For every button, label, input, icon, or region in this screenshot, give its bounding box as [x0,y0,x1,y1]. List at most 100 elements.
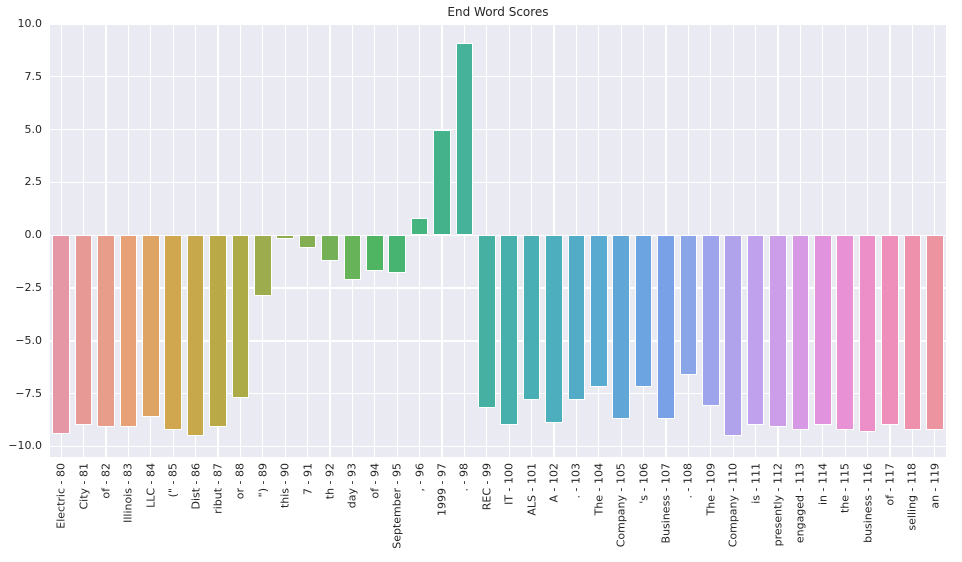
gridline-horizontal [50,23,946,25]
x-tick-label: ") - 89 [256,463,270,498]
x-tick-label: . - 103 [569,463,583,499]
bar-85 [164,235,182,430]
x-tick-label: of - 117 [883,463,897,506]
gridline-horizontal [50,340,946,342]
gridline-vertical [441,24,443,457]
bar-ribut-87 [209,235,227,428]
bar-in-114 [814,235,832,426]
gridline-horizontal [50,445,946,448]
x-tick-label: 's - 106 [637,463,651,504]
x-tick-label: day - 93 [345,463,359,509]
gridline-vertical [284,24,286,457]
bar-company-105 [612,235,630,419]
x-tick-label: Business - 107 [659,463,673,544]
x-tick-label: presently - 112 [771,463,785,547]
x-tick-label: . - 108 [681,463,695,499]
x-tick-label: City - 81 [77,463,91,510]
gridline-horizontal [50,76,946,78]
y-tick-label: 0.0 [24,228,43,242]
x-tick-label: or - 88 [233,463,247,500]
bar-the-104 [590,235,608,388]
x-tick-label: ribut - 87 [211,463,225,514]
x-tick-label: 1999 - 97 [435,463,449,516]
gridline-horizontal [50,128,946,131]
x-tick-label: of - 94 [368,463,382,499]
bar-als-101 [522,235,541,400]
x-tick-label: The - 109 [704,463,718,516]
bar-it-100 [500,235,518,426]
gridline-horizontal [50,287,946,289]
bar-an-119 [926,235,944,430]
y-tick-label: −2.5 [15,281,42,295]
bar-the-109 [702,235,720,407]
y-tick-label: −7.5 [15,386,42,400]
bar-rec-99 [478,235,496,409]
y-tick-label: 10.0 [17,17,43,30]
x-tick-label: 7 - 91 [301,463,315,495]
x-tick-label: business - 116 [861,463,875,543]
bar-th-92 [321,235,339,261]
bar-s-106 [634,235,653,388]
y-tick-label: −10.0 [8,439,42,453]
bar-this-90 [276,235,294,240]
x-tick-label: an - 119 [928,463,942,509]
bar-or-88 [231,235,250,398]
x-tick-label: IT - 100 [502,463,516,505]
plot-area [50,23,946,457]
y-tick-label: 5.0 [24,122,43,136]
x-tick-label: (" - 85 [166,463,180,498]
x-tick-label: Dist - 86 [189,463,203,510]
x-tick-label: REC - 99 [480,463,494,511]
bar-of-94 [366,235,384,272]
bar-of-117 [881,235,899,426]
x-tick-label: is - 111 [749,463,763,504]
x-tick-label: this - 90 [278,463,292,509]
bar-the-115 [836,235,854,430]
x-tick-label: . - 98 [457,463,471,492]
bar-103 [567,235,586,400]
x-tick-label: September - 95 [390,463,404,549]
bar-city-81 [74,235,93,426]
bar-108 [679,235,698,375]
chart-title: End Word Scores [447,5,549,19]
bar-company-110 [724,235,742,436]
y-tick-label: 7.5 [24,69,43,83]
bar-selling-118 [903,235,922,430]
gridline-horizontal [50,234,946,236]
bar-7-91 [298,235,317,248]
bar-illinois-83 [119,235,138,428]
y-tick-label: −5.0 [15,333,42,347]
bar-llc-84 [142,235,160,417]
x-tick-label: A - 102 [547,463,561,503]
x-tick-label: in - 114 [816,463,830,505]
bar-dist-86 [186,235,205,436]
y-tick-label: 2.5 [24,175,43,189]
bar-a-102 [545,235,563,424]
bar-engaged-113 [791,235,810,430]
x-tick-label: selling - 118 [905,463,919,531]
x-tick-label: LLC - 84 [144,463,158,508]
bar-of-82 [97,235,115,428]
gridline-vertical [418,24,421,457]
x-tick-label: Company - 105 [614,463,628,548]
x-tick-label: th - 92 [323,463,337,500]
gridline-horizontal [50,181,946,184]
bar-is-111 [746,235,765,426]
bar-business-116 [858,235,877,432]
x-tick-label: The - 104 [592,463,606,516]
x-tick-label: the - 115 [838,463,852,514]
bar-89 [254,235,272,297]
x-tick-label: engaged - 113 [793,463,807,544]
gridline-horizontal [50,392,946,395]
x-tick-label: Company - 110 [726,463,740,548]
bar-business-107 [657,235,675,419]
bar-presently-112 [769,235,787,428]
bar-1999-97 [433,129,451,236]
bar-electric-80 [52,235,70,434]
bar-96 [410,218,429,236]
x-tick-label: , - 96 [413,463,427,492]
bar-september-95 [388,235,406,274]
gridline-vertical [463,24,466,457]
bar-day-93 [343,235,362,280]
